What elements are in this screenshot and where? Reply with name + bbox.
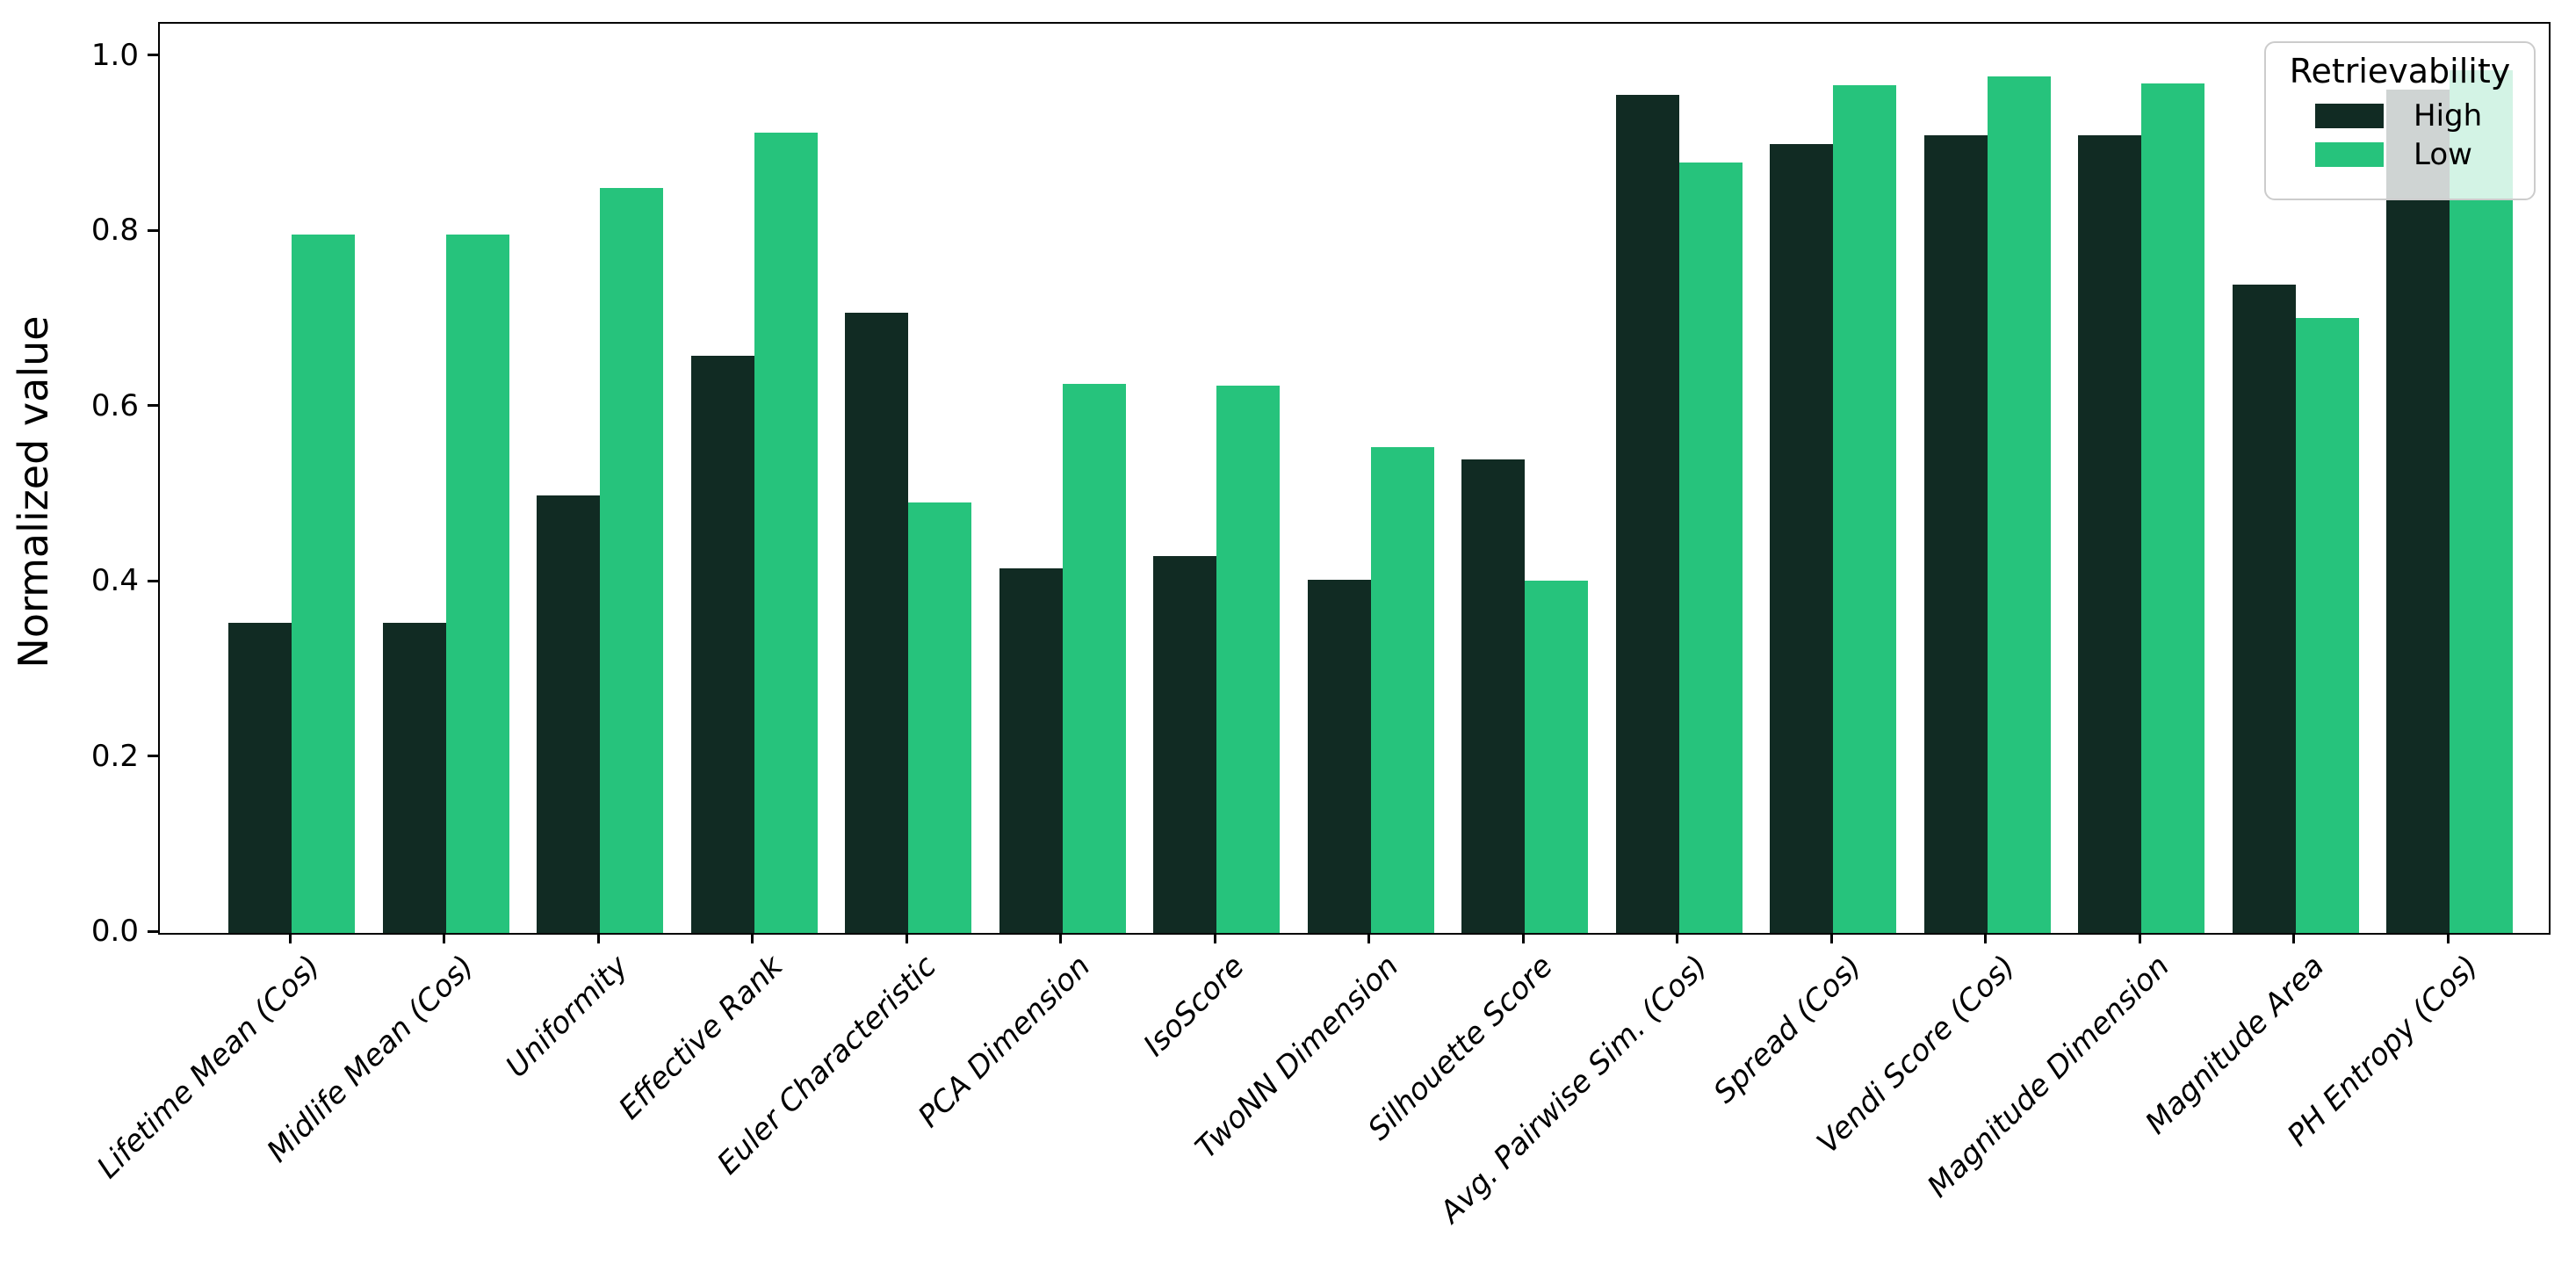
legend-rows: High Low [2266, 98, 2534, 172]
bar-low-6 [1062, 383, 1126, 933]
x-tick-mark [288, 933, 292, 943]
bar-high-5 [845, 313, 908, 933]
bar-low-3 [600, 188, 663, 933]
bar-high-7 [1153, 556, 1216, 933]
legend-label-high: High [2414, 98, 2483, 134]
bar-high-1 [228, 623, 292, 933]
legend-swatch-high [2315, 104, 2384, 128]
y-tick-label: 0.8 [90, 213, 139, 249]
y-tick-label: 0.2 [90, 738, 139, 774]
y-tick-mark [148, 404, 158, 408]
bar-high-14 [2232, 285, 2296, 933]
legend-label-low: Low [2414, 137, 2472, 172]
x-tick-mark [1984, 933, 1987, 943]
bar-high-9 [1461, 459, 1525, 933]
x-tick-label: Uniformity [499, 949, 636, 1085]
x-tick-mark [2446, 933, 2450, 943]
y-tick-label: 1.0 [90, 37, 139, 73]
x-tick-mark [1367, 933, 1370, 943]
bars-layer [160, 24, 2549, 933]
y-tick-label: 0.0 [90, 914, 139, 949]
bar-low-9 [1525, 581, 1588, 933]
bar-high-6 [999, 568, 1063, 933]
y-tick-label: 0.4 [90, 563, 139, 599]
bar-low-5 [908, 502, 971, 933]
x-tick-mark [751, 933, 754, 943]
y-tick-mark [148, 228, 158, 232]
legend-title: Retrievability [2289, 52, 2511, 90]
x-tick-label: IsoScore [1136, 949, 1252, 1064]
bar-low-10 [1678, 162, 1743, 933]
x-tick-label: Avg. Pairwise Sim. (Cos) [1432, 949, 1714, 1231]
bar-high-8 [1307, 580, 1371, 933]
bar-high-3 [537, 495, 600, 933]
y-tick-mark [148, 929, 158, 933]
bar-low-1 [292, 235, 355, 933]
y-tick-mark [148, 579, 158, 582]
bar-low-8 [1370, 446, 1434, 933]
x-tick-mark [1829, 933, 1833, 943]
x-tick-mark [2292, 933, 2295, 943]
bar-low-15 [2450, 69, 2513, 933]
bar-low-12 [1987, 76, 2051, 933]
x-tick-mark [443, 933, 445, 943]
legend: Retrievability High Low [2264, 41, 2536, 200]
legend-swatch-low [2315, 142, 2384, 167]
bar-low-4 [754, 132, 818, 933]
y-tick-mark [148, 755, 158, 758]
bar-low-2 [445, 235, 509, 933]
bar-high-11 [1770, 143, 1833, 933]
x-tick-mark [1059, 933, 1062, 943]
bar-high-10 [1615, 94, 1679, 933]
bar-low-13 [2141, 83, 2204, 933]
bar-high-13 [2078, 134, 2141, 933]
bar-high-15 [2386, 89, 2450, 933]
x-tick-mark [1213, 933, 1216, 943]
x-tick-mark [2138, 933, 2141, 943]
plot-area [158, 22, 2551, 935]
x-tick-mark [905, 933, 908, 943]
x-tick-mark [1521, 933, 1525, 943]
x-tick-label: Spread (Cos) [1707, 949, 1869, 1110]
bar-low-7 [1216, 385, 1280, 933]
bar-low-11 [1833, 84, 1896, 933]
x-tick-label: Effective Rank [611, 949, 790, 1127]
y-tick-label: 0.6 [90, 387, 139, 423]
legend-row-high: High [2315, 98, 2534, 134]
bar-low-14 [2295, 318, 2359, 933]
bar-high-4 [690, 355, 754, 933]
x-tick-mark [1676, 933, 1678, 943]
y-axis-title: Normalized value [10, 315, 57, 669]
bar-high-12 [1923, 134, 1988, 933]
bar-high-2 [382, 623, 446, 933]
x-tick-mark [596, 933, 600, 943]
y-tick-mark [148, 54, 158, 57]
legend-row-low: Low [2315, 137, 2534, 172]
